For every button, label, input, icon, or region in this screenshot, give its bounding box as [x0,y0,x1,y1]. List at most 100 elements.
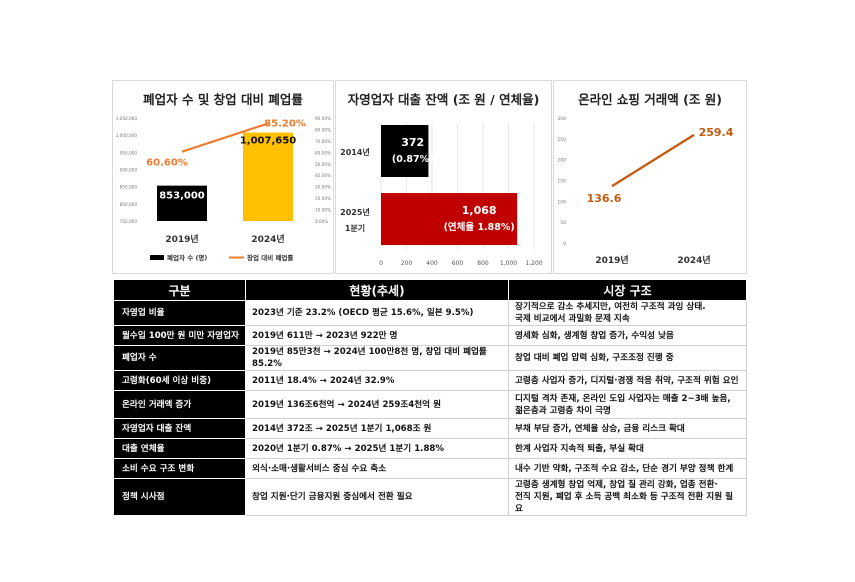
row-category: 자영업자 대출 잔액 [113,418,246,439]
x-axis-tick: 200 [401,260,413,267]
bar-label: 1,007,650 [240,136,296,147]
x-axis-label: 2019년 [165,233,198,245]
bar [381,193,518,245]
x-axis-tick: 400 [426,260,438,267]
x-axis-tick: 600 [452,260,464,267]
structure-line: 한계 사업자 지속적 퇴출, 부실 확대 [515,443,644,454]
table-row: 월수입 100만 원 미만 자영업자 2019년 611만 → 2023년 922… [113,325,747,346]
rate-line [181,122,269,153]
row-structure: 영세화 심화, 생계형 창업 증가, 수익성 낮음 [508,325,747,346]
row-structure: 고령층 사업자 증가, 디지털·경쟁 적응 취약, 구조적 위험 요인 [508,370,747,391]
row-structure: 장기적으로 감소 추세지만, 여전히 구조적 과잉 상태. 국제 비교에서 과밀화… [508,300,747,326]
legend-bar-swatch [150,255,164,260]
x-axis-tick: 1,200 [525,260,542,267]
row-category: 온라인 거래액 증가 [113,390,246,419]
right-axis-tick: 60.00% [315,150,331,155]
left-axis-tick: 1,000,000 [116,133,138,138]
table-row: 온라인 거래액 증가 2019년 136조6천억 → 2024년 259조4천억 … [113,390,747,419]
right-axis-tick: 80.00% [315,127,331,132]
row-structure: 내수 기반 약화, 구조적 수요 감소, 단순 경기 부양 정책 한계 [508,458,747,479]
row-label: 2025년 [340,207,370,217]
bar [243,132,293,221]
structure-line: 고령층 사업자 증가, 디지털·경쟁 적응 취약, 구조적 위험 요인 [515,375,739,386]
structure-line: 창업 대비 폐업 압력 심화, 구조조정 진행 중 [515,353,674,363]
rate-label: 85.20% [264,118,306,129]
table-row: 자영업 비율 2023년 기준 23.2% (OECD 평균 15.6%, 일본 … [113,300,747,326]
y-axis-tick: 0 [563,241,566,247]
structure-line: 부채 부담 증가, 연체율 상승, 금융 리스크 확대 [515,423,685,434]
table-row: 고령화(60세 이상 비중) 2011년 18.4% → 2024년 32.9% 고… [113,370,747,391]
bar-label: 853,000 [159,191,205,202]
table-row: 정책 시사점 창업 지원·단기 금융지원 중심에서 전환 필요 고령층 생계형 창업… [113,478,747,516]
right-axis-tick: 20.00% [315,196,331,201]
row-category: 월수입 100만 원 미만 자영업자 [113,325,246,346]
right-axis-tick: 90.00% [315,116,331,121]
structure-line: 젊은층과 고령층 차이 극명 [515,405,611,416]
bar [157,185,207,221]
x-axis-label: 2024년 [677,254,710,266]
closure-chart-panel: 폐업자 수 및 창업 대비 폐업률 1,050,000 1,000,000 950,… [112,80,334,274]
table-row: 폐업자 수 2019년 85만3천 → 2024년 100만8천 명, 창업 대비… [113,345,747,371]
left-axis-tick: 900,000 [120,168,138,173]
row-structure: 한계 사업자 지속적 퇴출, 부실 확대 [508,438,747,459]
row-label: 1분기 [345,223,365,233]
row-category: 폐업자 수 [113,345,246,371]
row-structure: 고령층 생계형 창업 억제, 창업 질 관리 강화, 업종 전환· 전직 지원, … [508,478,747,516]
right-axis-tick: 50.00% [315,162,331,167]
bar [381,125,429,177]
left-axis-tick: 750,000 [120,219,138,224]
row-current: 2019년 136조6천억 → 2024년 259조4천억 원 [245,390,509,419]
y-axis-tick: 250 [557,137,566,143]
row-current: 창업 지원·단기 금융지원 중심에서 전환 필요 [245,478,509,516]
right-axis-tick: 0.00% [315,219,328,224]
structure-line: 내수 기반 약화, 구조적 수요 감소, 단순 경기 부양 정책 한계 [515,463,734,474]
right-axis-tick: 40.00% [315,173,331,178]
right-axis-tick: 70.00% [315,139,331,144]
legend-line-label: 창업 대비 폐업률 [247,253,293,262]
table-body: 자영업 비율 2023년 기준 23.2% (OECD 평균 15.6%, 일본 … [113,300,747,516]
structure-line: 전직 지원, 폐업 후 소득 공백 최소화 등 구조적 전환 지원 필요 [515,492,734,514]
row-current: 2014년 372조 → 2025년 1분기 1,068조 원 [245,418,509,439]
row-category: 소비 수요 구조 변화 [113,458,246,479]
row-structure: 부채 부담 증가, 연체율 상승, 금융 리스크 확대 [508,418,747,439]
structure-line: 장기적으로 감소 추세지만, 여전히 구조적 과잉 상태. [515,302,706,312]
left-axis-tick: 800,000 [120,202,138,207]
row-category: 정책 시사점 [113,478,246,516]
x-axis-label: 2024년 [251,233,284,245]
bar-rate-label: (0.87%) [392,154,434,165]
y-axis-tick: 150 [557,179,566,185]
left-axis-tick: 950,000 [120,150,138,155]
y-axis-tick: 300 [557,116,566,122]
rate-label: 60.60% [146,158,188,169]
summary-table: 구분 현황(추세) 시장 구조 자영업 비율 2023년 기준 23.2% (OE… [113,279,747,516]
table-row: 소비 수요 구조 변화 외식·소매·생활서비스 중심 수요 축소 내수 기반 약화,… [113,458,747,479]
point-label: 136.6 [587,192,622,205]
row-label: 2014년 [340,147,370,157]
row-current: 2019년 611만 → 2023년 922만 명 [245,325,509,346]
online-chart-panel: 온라인 쇼핑 거래액 (조 원) 300 250 200 150 100 50 0 136.6… [553,80,747,274]
row-category: 고령화(60세 이상 비중) [113,370,246,391]
bar-value-label: 372 [401,136,424,149]
row-current: 2011년 18.4% → 2024년 32.9% [245,370,509,391]
left-axis-tick: 850,000 [120,185,138,190]
y-axis-tick: 100 [557,199,566,205]
legend-bar-label: 폐업자 수 (명) [167,253,207,262]
point-label: 259.4 [699,126,734,139]
closure-chart-title: 폐업자 수 및 창업 대비 폐업률 [143,92,303,107]
y-axis-tick: 50 [560,220,566,226]
row-structure: 창업 대비 폐업 압력 심화, 구조조정 진행 중 [508,345,747,371]
row-current: 2020년 1분기 0.87% → 2025년 1분기 1.88% [245,438,509,459]
x-axis-label: 2019년 [595,254,628,266]
loan-chart: 0 200 400 600 800 1,000 1,200 372 (0.87%) 2014년 1,… [340,123,543,267]
structure-line: 영세화 심화, 생계형 창업 증가, 수익성 낮음 [515,330,674,341]
header-category: 구분 [113,279,246,301]
right-axis-tick: 30.00% [315,185,331,190]
online-chart: 300 250 200 150 100 50 0 136.6 259.4 2019년 2024년 [557,116,734,266]
x-axis-tick: 800 [477,260,489,267]
x-axis-tick: 1,000 [500,260,517,267]
loan-chart-panel: 자영업자 대출 잔액 (조 원 / 연체율) 0 200 400 600 800 1,00… [335,80,552,274]
left-axis-tick: 1,050,000 [116,116,138,121]
x-axis-tick: 0 [379,260,383,267]
online-chart-title: 온라인 쇼핑 거래액 (조 원) [578,92,722,107]
row-current: 외식·소매·생활서비스 중심 수요 축소 [245,458,509,479]
